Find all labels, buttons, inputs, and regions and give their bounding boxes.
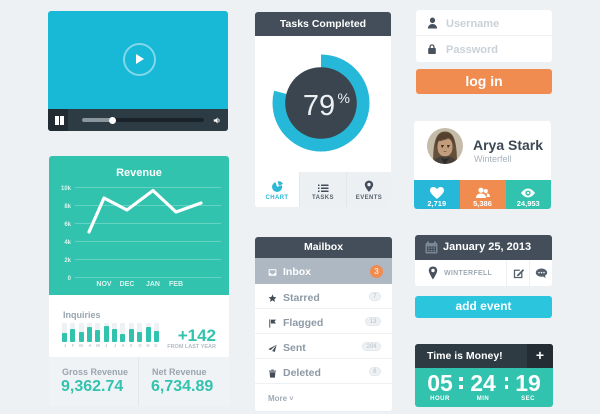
svg-text:79: 79 [303,90,335,122]
svg-text:NOV: NOV [96,281,112,288]
svg-text:FEB: FEB [169,281,183,288]
svg-text:10k: 10k [61,186,72,192]
svg-text:4k: 4k [64,240,71,246]
svg-text:0: 0 [68,276,72,282]
svg-text:2k: 2k [64,258,71,264]
svg-text:JAN: JAN [146,281,160,288]
svg-text:DEC: DEC [120,281,135,288]
svg-text:%: % [338,90,350,106]
svg-text:8k: 8k [64,204,71,210]
svg-text:6k: 6k [64,222,71,228]
